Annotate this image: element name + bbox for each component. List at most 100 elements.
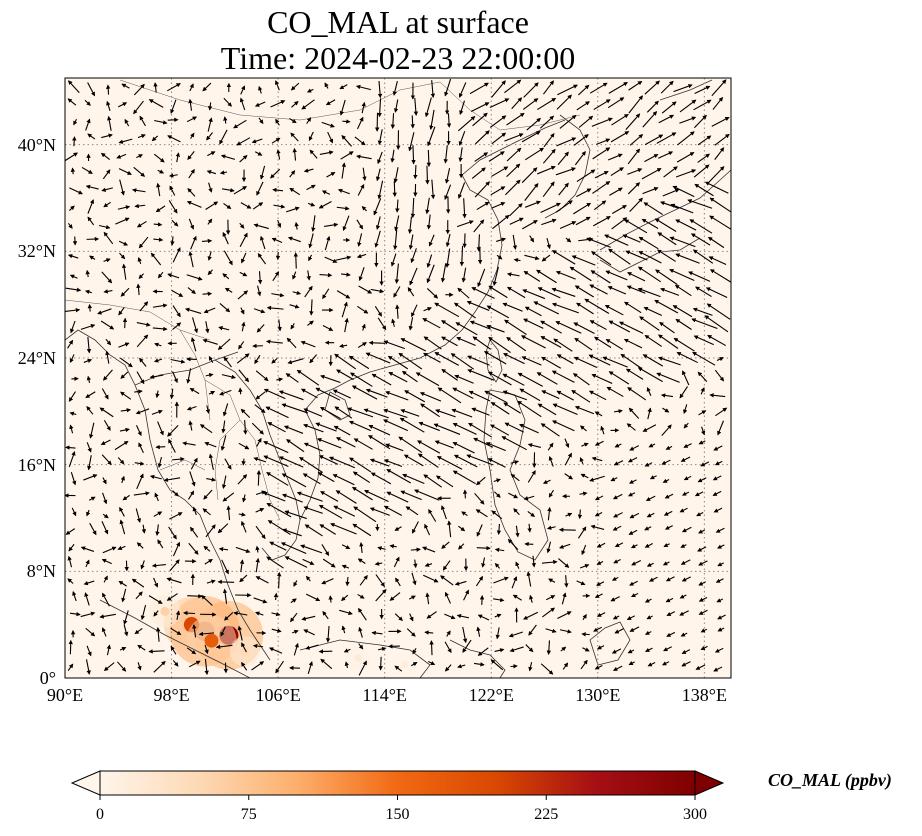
wind-arrow [540,336,562,349]
wind-arrow [393,229,398,251]
wind-arrow [266,305,284,311]
wind-arrow [70,167,76,175]
wind-arrow [357,342,367,348]
wind-arrow [202,82,212,92]
wind-arrow [594,171,609,179]
wind-arrow [539,115,555,129]
wind-arrow [271,237,283,244]
wind-arrow [592,216,611,227]
wind-arrow [423,352,441,363]
wind-arrow [591,117,613,127]
wind-arrow [423,474,442,488]
wind-arrow [239,271,248,277]
wind-arrow [157,169,165,174]
country-borders [65,79,581,521]
wind-arrow [169,388,175,400]
wind-arrow [423,336,442,350]
wind-arrow [533,301,560,315]
wind-arrow [69,187,83,195]
wind-arrow [623,338,643,349]
wind-arrow [169,185,176,196]
wind-arrow [487,371,512,386]
wind-arrow [377,80,383,99]
wind-arrow [521,167,538,184]
hotspot [401,661,409,669]
wind-arrow [637,266,662,283]
wind-arrow [662,188,680,197]
wind-arrow [119,427,130,433]
wind-arrow [201,238,213,244]
wind-arrow [411,145,416,165]
wind-arrow [383,419,409,432]
wind-arrow [171,219,179,227]
wind-arrow [541,254,551,262]
wind-arrow [571,389,591,403]
wind-arrow [564,473,574,480]
wind-arrow [426,288,439,299]
wind-arrow [170,236,175,246]
wind-arrow [318,200,332,209]
wind-arrow [85,269,90,278]
wind-arrow [417,453,439,468]
wind-arrow [556,354,574,365]
wind-arrow [620,353,642,369]
wind-arrow [324,235,331,251]
wind-arrow [670,203,694,214]
wind-arrow [172,247,181,263]
wind-arrow [536,269,557,284]
wind-arrow [137,134,146,139]
wind-arrow [408,132,415,152]
wind-arrow [138,273,144,279]
wind-arrow [347,407,374,418]
wind-arrow [392,80,398,96]
wind-arrow [501,436,527,451]
wind-arrow [117,457,125,465]
wind-arrow [272,271,280,282]
wind-arrow [669,268,695,281]
wind-arrow [135,408,150,415]
wind-arrow [236,137,251,146]
wind-arrow [356,219,363,230]
wind-arrow [368,340,386,345]
wind-arrow [403,454,424,467]
wind-arrow [105,350,110,364]
colorbar-extend-max [694,770,725,796]
wind-arrow [120,371,129,379]
wind-arrow [385,390,409,401]
wind-arrow [477,268,486,288]
wind-arrow [435,409,456,418]
wind-arrow [101,271,113,284]
wind-arrow [138,442,144,454]
wind-arrow [611,217,628,230]
wind-arrow [661,101,677,114]
wind-arrow [555,200,573,213]
wind-arrow [208,182,213,193]
wind-arrow [301,99,315,110]
colorbar-tick-label: 75 [240,806,257,823]
wind-arrow [102,169,111,180]
wind-arrow [698,440,706,445]
wind-arrow [606,386,624,398]
wind-arrow [591,251,612,266]
wind-arrow [283,425,304,434]
wind-arrow [353,438,373,450]
wind-arrow [430,80,436,99]
colorbar-tick-label: 0 [96,806,104,823]
wind-arrow [285,206,300,213]
wind-arrow [700,461,710,467]
wind-arrow [543,80,554,95]
wind-arrow [609,187,623,196]
wind-arrow [394,263,400,284]
wind-arrow [186,200,202,208]
wind-arrow [660,287,680,296]
wind-arrow [223,202,232,210]
wind-arrow [429,109,435,130]
wind-arrow [638,251,662,264]
wind-arrow [627,272,646,282]
wind-arrow [641,218,659,229]
wind-arrow [594,440,604,446]
wind-arrow [363,408,389,419]
wind-arrow [254,354,261,365]
wind-arrow [462,233,467,249]
